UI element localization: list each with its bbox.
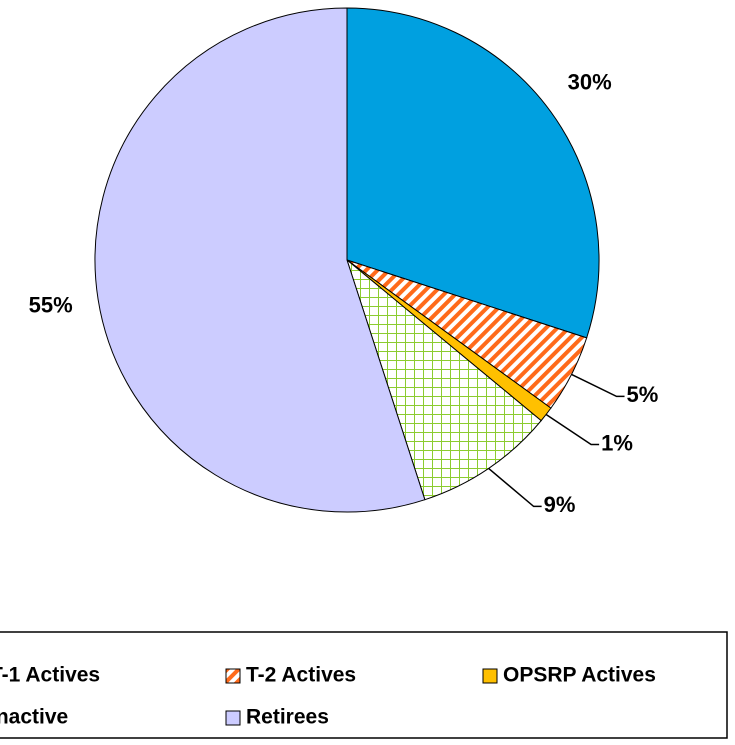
data-label: 5% xyxy=(627,382,659,407)
pie-slice xyxy=(346,7,600,339)
leader-line xyxy=(571,373,625,398)
leader-line xyxy=(545,413,600,446)
legend-label: Retirees xyxy=(246,706,329,729)
legend-label: T-2 Actives xyxy=(246,664,356,687)
legend-swatch xyxy=(482,668,498,684)
legend-label: T-1 Actives xyxy=(0,664,100,687)
legend-label: Inactive xyxy=(0,706,68,729)
pie-slice xyxy=(94,7,426,513)
data-label: 30% xyxy=(568,69,612,94)
pie-slice xyxy=(345,258,542,501)
data-label: 55% xyxy=(29,293,73,318)
leader-line xyxy=(488,467,542,508)
legend-swatch xyxy=(225,710,241,726)
legend-label: OPSRP Actives xyxy=(503,664,656,687)
data-label: 9% xyxy=(544,492,576,517)
legend-swatch xyxy=(225,668,241,684)
data-label: 1% xyxy=(601,430,633,455)
legend-box xyxy=(0,631,728,739)
